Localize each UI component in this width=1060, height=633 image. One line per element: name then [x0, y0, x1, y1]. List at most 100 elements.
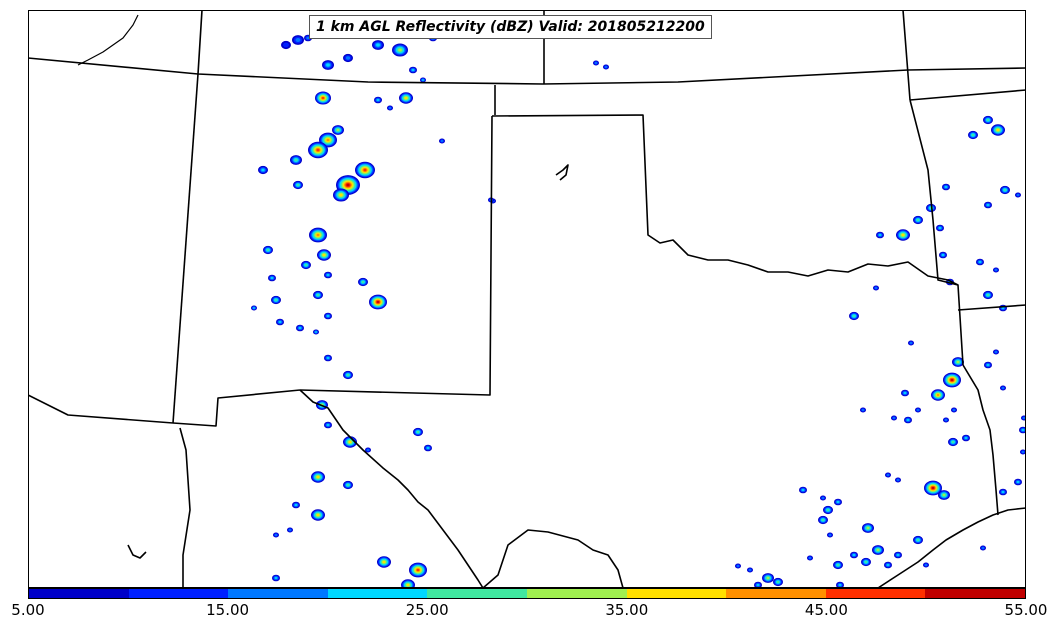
colorbar-ticks: 5.00 15.00 25.00 35.00 45.00 55.00 — [11, 601, 1047, 625]
reflectivity-cell — [361, 280, 365, 284]
boundary-tx-la — [962, 364, 999, 516]
reflectivity-cell — [316, 293, 320, 297]
colorbar-segment — [327, 589, 428, 598]
reflectivity-cell — [836, 500, 840, 504]
reflectivity-cell — [416, 430, 420, 434]
reflectivity-cell — [1016, 193, 1020, 197]
reflectivity-cell — [266, 248, 270, 252]
reflectivity-cell — [944, 418, 948, 422]
colorbar-tick-label: 15.00 — [206, 601, 250, 619]
boundary-tx-nm-south — [172, 389, 301, 427]
map-title: 1 km AGL Reflectivity (dBZ) Valid: 20180… — [309, 15, 712, 39]
reflectivity-cell — [376, 301, 380, 303]
coastline-gulf — [877, 507, 1026, 588]
reflectivity-cell — [978, 260, 982, 264]
reflectivity-cell — [981, 546, 985, 550]
reflectivity-cell — [278, 320, 282, 324]
boundary-ks-mo — [902, 10, 911, 101]
map-canvas — [28, 10, 1026, 588]
reflectivity-cell — [776, 580, 780, 584]
reflectivity-cell — [886, 473, 890, 477]
reflectivity-cell — [404, 96, 408, 100]
colorbar-segment — [128, 589, 229, 598]
reflectivity-cell — [416, 568, 420, 572]
reflectivity-cell — [852, 314, 856, 318]
reflectivity-cell — [938, 226, 942, 230]
reflectivity-cell — [326, 423, 330, 427]
reflectivity-cell — [339, 193, 343, 197]
reflectivity-cell — [821, 496, 825, 500]
reflectivity-cell — [283, 42, 289, 48]
reflectivity-cell — [321, 97, 325, 99]
radar-map — [28, 10, 1026, 588]
reflectivity-cell — [1003, 188, 1007, 192]
reflectivity-cell — [594, 61, 598, 65]
colorbar-segment — [626, 589, 727, 598]
reflectivity-cell — [801, 488, 805, 492]
reflectivity-cell — [345, 56, 351, 60]
reflectivity-cell — [322, 253, 326, 257]
reflectivity-cell — [864, 560, 868, 564]
colorbar-tick-label: 25.00 — [405, 601, 449, 619]
reflectivity-cell — [294, 503, 298, 507]
colorbar-segment — [228, 589, 328, 598]
reflectivity-cell — [326, 273, 330, 277]
reflectivity-cell — [950, 379, 954, 381]
reflectivity-cell — [298, 326, 302, 330]
reflectivity-echoes — [251, 26, 1026, 588]
reflectivity-cell — [944, 185, 948, 189]
reflectivity-cell — [931, 487, 935, 489]
colorbar-tick-label: 35.00 — [605, 601, 649, 619]
lake-detail — [555, 164, 569, 181]
reflectivity-cell — [808, 556, 812, 560]
reflectivity-cell — [346, 483, 350, 487]
reflectivity-cell — [971, 133, 975, 137]
boundary-mex-az — [179, 427, 191, 588]
reflectivity-cell — [336, 128, 340, 132]
colorbar-segment — [427, 589, 527, 598]
reflectivity-cell — [316, 513, 320, 517]
reflectivity-cell — [274, 298, 278, 302]
reflectivity-cell — [986, 203, 990, 207]
reflectivity-cell — [316, 148, 320, 152]
boundary-ar-la — [957, 304, 1026, 311]
reflectivity-cell — [909, 341, 913, 345]
reflectivity-cell — [896, 553, 900, 557]
reflectivity-cell — [411, 68, 415, 72]
reflectivity-cell — [748, 568, 752, 572]
river-detail — [127, 544, 147, 559]
reflectivity-cell — [878, 233, 882, 237]
reflectivity-cell — [1021, 450, 1025, 454]
reflectivity-cell — [326, 356, 330, 360]
reflectivity-cell — [422, 79, 424, 81]
reflectivity-cell — [294, 158, 298, 162]
reflectivity-cell — [901, 233, 905, 237]
reflectivity-cell — [956, 360, 960, 364]
boundary-ok-panhandle — [491, 114, 959, 286]
colorbar-tick-label: 5.00 — [11, 601, 45, 619]
reflectivity-cell — [388, 106, 392, 110]
reflectivity-cell — [288, 528, 292, 532]
reflectivity-cell — [295, 37, 301, 43]
reflectivity-cell — [1001, 490, 1005, 494]
reflectivity-cell — [1001, 386, 1005, 390]
reflectivity-cell — [924, 563, 928, 567]
reflectivity-cell — [326, 314, 330, 318]
reflectivity-cell — [426, 446, 430, 450]
reflectivity-cell — [986, 118, 990, 122]
reflectivity-cell — [382, 560, 386, 564]
reflectivity-cell — [406, 583, 410, 587]
boundary-ok-ar-line — [909, 89, 1026, 101]
reflectivity-cell — [836, 563, 840, 567]
reflectivity-cell — [440, 139, 444, 143]
reflectivity-cell — [896, 478, 900, 482]
reflectivity-cell — [736, 564, 740, 568]
reflectivity-cell — [346, 373, 350, 377]
colorbar-segment — [825, 589, 926, 598]
reflectivity-cell — [916, 538, 920, 542]
reflectivity-cell — [964, 436, 968, 440]
reflectivity-cell — [604, 65, 608, 69]
reflectivity-cell — [376, 43, 380, 47]
boundary-ok-ar — [909, 99, 964, 366]
state-boundaries — [28, 10, 1026, 588]
